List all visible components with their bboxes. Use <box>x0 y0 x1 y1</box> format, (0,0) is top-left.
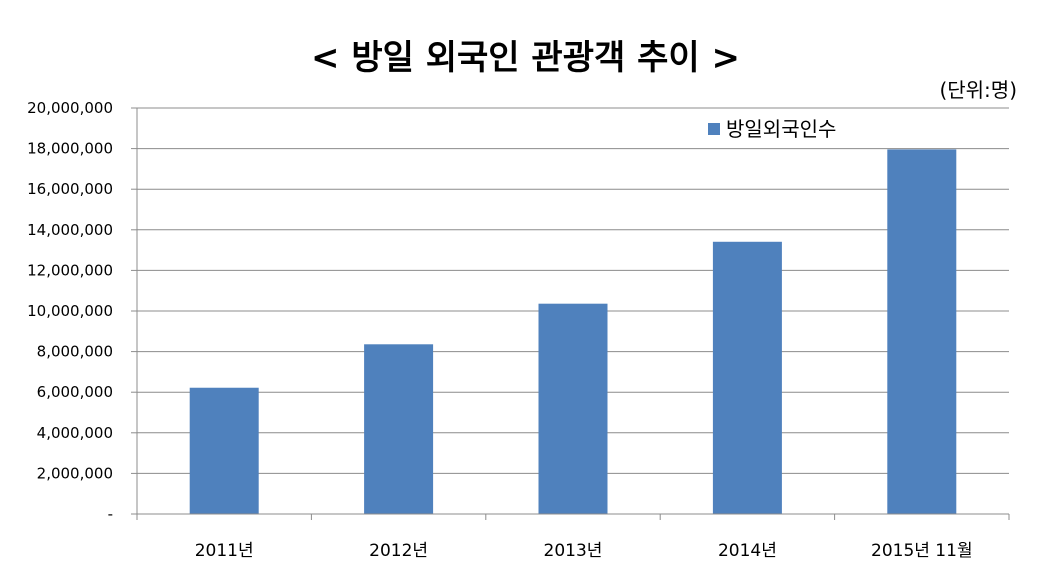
y-tick-labels: - 2,000,000 4,000,000 6,000,000 8,000,000 10,… <box>27 99 113 523</box>
y-tick-label: 12,000,000 <box>27 261 113 279</box>
x-tick-label: 2014년 <box>718 541 777 561</box>
chart-title: < 방일 외국인 관광객 추이 > <box>311 38 740 78</box>
y-tick-label: 4,000,000 <box>37 424 113 442</box>
y-tick-label: 2,000,000 <box>37 464 113 482</box>
y-tick-label: 10,000,000 <box>27 302 113 320</box>
bars <box>189 149 957 515</box>
bar <box>364 344 434 514</box>
legend: 방일외국인수 <box>708 117 836 141</box>
unit-label: (단위:명) <box>939 78 1017 102</box>
legend-swatch <box>708 123 720 135</box>
bar <box>887 149 957 515</box>
x-tick-labels: 2011년 2012년 2013년 2014년 2015년 11월 <box>195 541 973 561</box>
x-tick-label: 2015년 11월 <box>871 541 973 561</box>
y-tick-label: 8,000,000 <box>37 343 113 361</box>
x-tick-label: 2011년 <box>195 541 254 561</box>
legend-label: 방일외국인수 <box>726 117 836 141</box>
y-tick-label: - <box>108 505 113 523</box>
y-tick-label: 14,000,000 <box>27 221 113 239</box>
x-tick-label: 2012년 <box>369 541 428 561</box>
y-tick-label: 18,000,000 <box>27 140 113 158</box>
y-tick-label: 16,000,000 <box>27 180 113 198</box>
x-tick-label: 2013년 <box>544 541 603 561</box>
bar <box>189 387 259 514</box>
y-tick-label: 6,000,000 <box>37 383 113 401</box>
bar <box>712 241 782 515</box>
y-tick-label: 20,000,000 <box>27 99 113 117</box>
axes <box>131 107 1010 520</box>
bar <box>538 303 608 514</box>
